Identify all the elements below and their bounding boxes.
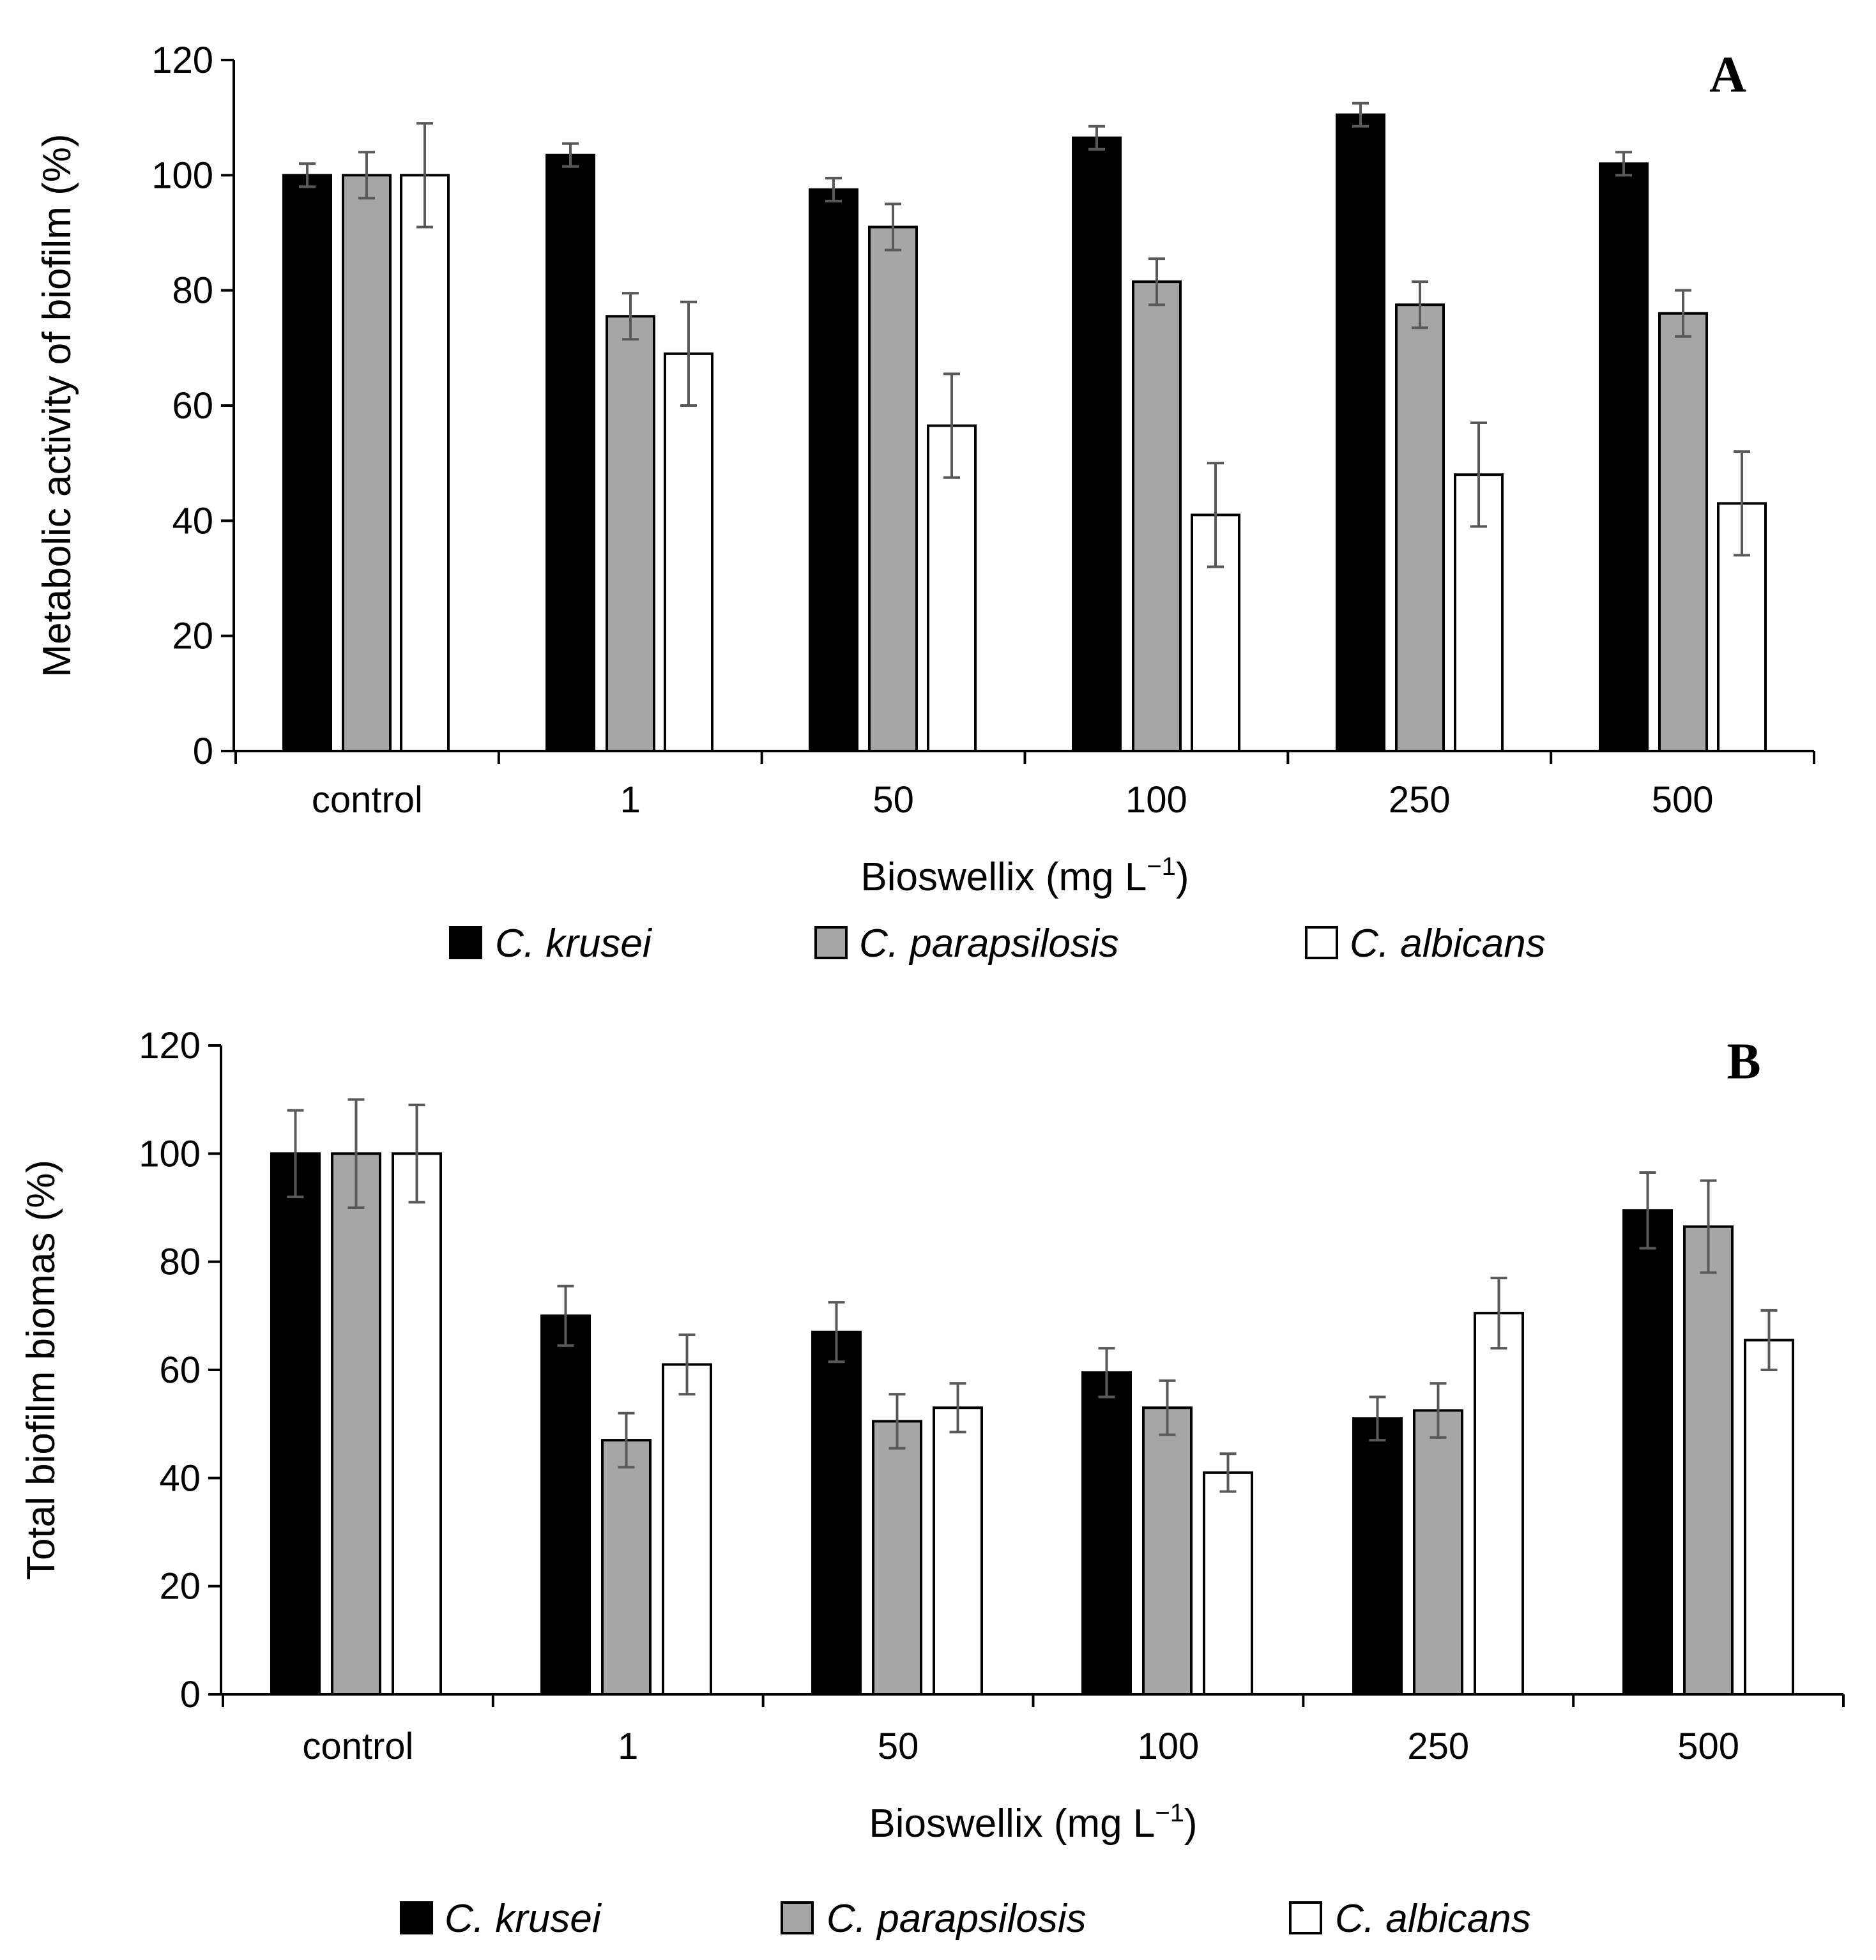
x-tick-label: 100 [1125, 779, 1187, 821]
x-axis-title-superscript: −1 [1147, 853, 1176, 881]
y-tick-label: 80 [159, 1242, 201, 1283]
bar [342, 174, 392, 753]
bar [601, 1439, 652, 1696]
x-axis-title-close: ) [1176, 855, 1189, 899]
panel-label: A [1709, 47, 1746, 103]
bar [1072, 136, 1122, 753]
x-tick-label: 100 [1138, 1726, 1200, 1767]
bar [868, 225, 918, 752]
bar [545, 153, 595, 752]
y-tick-label: 100 [139, 1133, 201, 1174]
legend-label: C. krusei [445, 1897, 602, 1941]
y-axis-title: Metabolic activity of biofilm (%) [35, 133, 79, 677]
x-axis-title: Bioswellix (mg L−1) [860, 853, 1189, 899]
bar [1744, 1339, 1794, 1696]
bar [811, 1330, 862, 1696]
x-axis-title-main: Bioswellix (mg L [869, 1802, 1155, 1846]
chart-panel-a: 0 20 40 60 80 100 120 control 1 50 100 250 500 Metabo… [35, 40, 1815, 966]
bar [927, 424, 977, 753]
legend-swatch [1289, 1901, 1322, 1934]
legend-swatch [1305, 926, 1338, 959]
x-axis-title-close: ) [1184, 1802, 1198, 1846]
bar [933, 1406, 983, 1696]
bar [331, 1152, 381, 1696]
bar [540, 1314, 591, 1696]
y-tick-label: 40 [172, 500, 213, 542]
legend-label: C. parapsilosis [859, 922, 1119, 966]
y-tick-label: 40 [159, 1457, 201, 1499]
legend-label: C. albicans [1335, 1897, 1531, 1941]
bar [1352, 1417, 1403, 1696]
y-tick-label: 60 [159, 1349, 201, 1391]
legend-swatch [449, 926, 482, 959]
bar [1599, 162, 1649, 752]
chart-panel-b: 0 20 40 60 80 100 120 control 1 50 100 250 500 Total … [19, 1025, 1845, 1941]
x-axis-title-main: Bioswellix (mg L [860, 855, 1147, 899]
y-tick-label: 0 [193, 731, 213, 772]
y-tick-label: 80 [172, 270, 213, 312]
x-tick-label: 500 [1652, 779, 1714, 821]
bar [606, 315, 655, 753]
y-tick-label: 120 [139, 1025, 201, 1067]
legend-label: C. parapsilosis [827, 1897, 1087, 1941]
bar [1132, 280, 1182, 752]
bar [282, 174, 332, 753]
bar [662, 1363, 712, 1696]
bar [1683, 1225, 1734, 1696]
x-axis-title-superscript: −1 [1155, 1799, 1184, 1827]
legend-swatch [400, 1901, 433, 1934]
bar [1413, 1409, 1463, 1696]
bar [1142, 1406, 1193, 1696]
bar [1474, 1312, 1524, 1696]
legend-swatch [814, 926, 848, 959]
bar [664, 352, 713, 752]
x-tick-label: control [302, 1726, 413, 1767]
y-tick-label: 20 [159, 1566, 201, 1607]
y-tick-label: 120 [151, 40, 213, 81]
bar [1081, 1371, 1132, 1696]
bar [400, 174, 450, 753]
y-axis-title: Total biofilm biomas (%) [19, 1160, 63, 1580]
bar [270, 1152, 321, 1696]
legend-swatch [781, 1901, 814, 1934]
y-tick-label: 60 [172, 385, 213, 427]
x-tick-label: 250 [1407, 1726, 1469, 1767]
x-tick-label: 1 [620, 779, 641, 821]
bar [1395, 303, 1445, 753]
x-tick-label: 1 [618, 1726, 638, 1767]
bar [1622, 1209, 1673, 1696]
x-tick-label: 250 [1389, 779, 1451, 821]
legend-label: C. krusei [495, 922, 653, 966]
x-tick-label: 50 [873, 779, 914, 821]
panel-label: B [1727, 1033, 1760, 1090]
bar [1203, 1471, 1253, 1696]
x-tick-label: 500 [1677, 1726, 1739, 1767]
bar [1658, 312, 1708, 752]
x-tick-label: control [312, 779, 423, 821]
bar [1336, 113, 1385, 753]
x-axis-title: Bioswellix (mg L−1) [869, 1799, 1197, 1846]
bar [872, 1420, 922, 1696]
legend-label: C. albicans [1350, 922, 1546, 966]
bar [809, 188, 858, 752]
y-tick-label: 20 [172, 616, 213, 657]
y-tick-label: 0 [180, 1674, 201, 1715]
bar [392, 1152, 442, 1696]
y-tick-label: 100 [151, 155, 213, 196]
x-tick-label: 50 [878, 1726, 919, 1767]
